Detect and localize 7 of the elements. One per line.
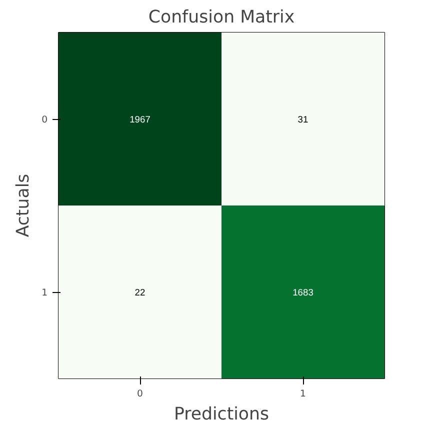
y-axis-title: Actuals (14, 174, 34, 238)
data-label: 1967 (130, 114, 150, 124)
chart-title: Confusion Matrix (148, 8, 295, 28)
data-label: 1683 (292, 288, 314, 298)
x-axis-title: Predictions (174, 404, 270, 424)
data-label: 31 (298, 114, 308, 124)
data-label: 22 (134, 288, 146, 298)
